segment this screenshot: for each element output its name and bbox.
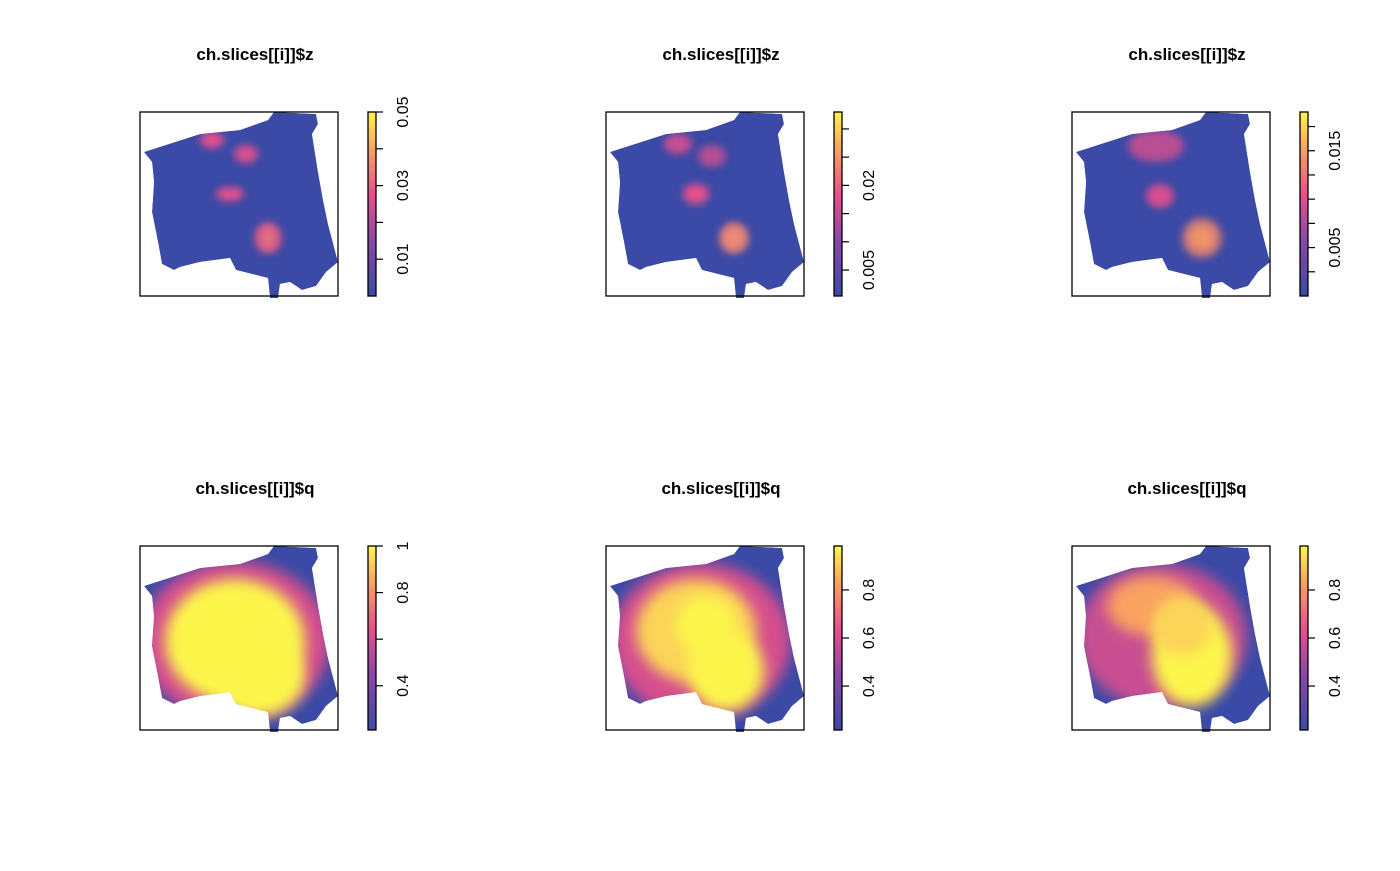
- colorbar-tick-label: 0.8: [395, 581, 412, 603]
- colorbar-tick-label: 1: [395, 541, 412, 550]
- panel: ch.slices[[i]]$z 0.005 0.02: [605, 45, 878, 298]
- colorbar: [367, 545, 377, 731]
- colorbar-tick-label: 0.005: [861, 250, 878, 290]
- colorbar: [367, 111, 377, 297]
- panel-title: ch.slices[[i]]$q: [1127, 479, 1246, 498]
- panel-title: ch.slices[[i]]$q: [195, 479, 314, 498]
- colorbar-tick-label: 0.015: [1327, 131, 1344, 171]
- plot-frame: [1071, 111, 1271, 297]
- colorbar: [1299, 545, 1309, 731]
- plot-frame: [605, 545, 805, 731]
- raster: [610, 546, 804, 732]
- colorbar: [833, 545, 843, 731]
- hotspot: [719, 222, 749, 254]
- hotspot: [698, 145, 726, 167]
- colorbar-tick-label: 0.4: [395, 675, 412, 697]
- panel-title: ch.slices[[i]]$q: [661, 479, 780, 498]
- hotspot: [234, 145, 258, 163]
- panel-title: ch.slices[[i]]$z: [1128, 45, 1245, 64]
- hotspot: [215, 636, 305, 716]
- raster: [1076, 546, 1270, 732]
- raster: [144, 112, 338, 298]
- plot-frame: [605, 111, 805, 297]
- colorbar: [1299, 111, 1309, 297]
- hotspot: [683, 184, 709, 204]
- colorbar-tick-label: 0.4: [861, 675, 878, 697]
- colorbar-tick-label: 0.4: [1327, 675, 1344, 697]
- colorbar: [833, 111, 843, 297]
- hotspot: [200, 132, 224, 148]
- hotspot: [1152, 596, 1212, 656]
- panel: ch.slices[[i]]$q 0.4 0.6 0.8: [1071, 479, 1344, 732]
- colorbar-tick-label: 0.6: [1327, 627, 1344, 649]
- panel-title: ch.slices[[i]]$z: [196, 45, 313, 64]
- colorbar-tick-label: 0.005: [1327, 227, 1344, 267]
- panel: ch.slices[[i]]$z 0.01 0.03 0.05: [139, 45, 412, 298]
- colorbar-tick-label: 0.03: [395, 170, 412, 201]
- colorbar-tick-label: 0.01: [395, 244, 412, 275]
- plot-frame: [139, 545, 339, 731]
- colorbar-tick-label: 0.8: [1327, 579, 1344, 601]
- region: [610, 112, 804, 298]
- colorbar-tick-label: 0.02: [861, 170, 878, 201]
- hotspot: [1146, 184, 1174, 208]
- hotspot: [254, 222, 282, 254]
- colorbar-tick-label: 0.6: [861, 627, 878, 649]
- panel: ch.slices[[i]]$z 0.005 0.015: [1071, 45, 1344, 298]
- raster: [610, 112, 804, 298]
- colorbar-tick-label: 0.8: [861, 579, 878, 601]
- hotspot: [676, 596, 736, 656]
- hotspot: [216, 187, 244, 201]
- hotspot: [1182, 218, 1222, 258]
- hotspot: [1128, 130, 1184, 162]
- panel: ch.slices[[i]]$q 0.4 0.8 1: [139, 479, 412, 732]
- hotspot: [664, 134, 692, 154]
- panel: ch.slices[[i]]$q 0.4 0.6 0.8: [605, 479, 878, 732]
- panel-title: ch.slices[[i]]$z: [662, 45, 779, 64]
- raster: [144, 546, 338, 732]
- region: [144, 112, 338, 298]
- colorbar-tick-label: 0.05: [395, 96, 412, 127]
- region: [1076, 112, 1270, 298]
- plot-frame: [139, 111, 339, 297]
- raster: [1076, 112, 1270, 298]
- plot-frame: [1071, 545, 1271, 731]
